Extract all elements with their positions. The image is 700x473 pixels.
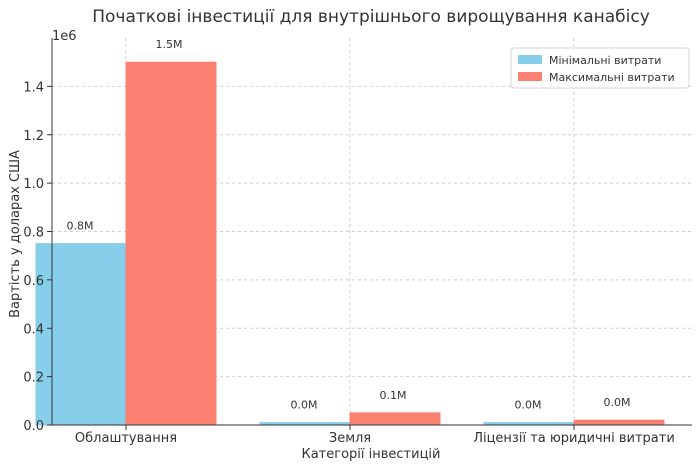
y-axis-label: Вартість у доларах США (8, 150, 23, 318)
y-tick-label: 1.2 (23, 129, 44, 144)
y-tick-label: 0.2 (23, 371, 44, 386)
bar (125, 61, 217, 426)
data-label: 1.5M (156, 38, 183, 51)
y-axis-scale-label: 1e6 (52, 29, 77, 44)
y-axis-ticks: 0.0 0.2 0.4 0.6 0.8 1.0 1.2 1.4 (23, 80, 52, 434)
legend-box (510, 47, 690, 89)
y-tick-label: 0.6 (23, 274, 44, 289)
data-label: 0.1M (380, 389, 407, 402)
x-tick-label: Облаштування (75, 431, 177, 446)
y-tick-label: 0.8 (23, 226, 44, 241)
y-tick-label: 1.0 (23, 177, 44, 192)
legend-swatch (518, 55, 542, 64)
bar (35, 243, 127, 426)
legend-swatch (518, 72, 542, 81)
x-axis-label: Категорії інвестицій (301, 447, 440, 462)
data-labels: 0.8M 0.0M 0.0M 1.5M 0.1M 0.0M (67, 38, 631, 411)
chart-title: Початкові інвестиції для внутрішнього ви… (92, 7, 650, 27)
x-tick-label: Ліцензії та юридичні витрати (473, 431, 675, 446)
y-tick-label: 1.4 (23, 80, 44, 95)
bar (349, 412, 441, 426)
y-tick-label: 0.4 (23, 322, 44, 337)
bars (35, 61, 665, 426)
legend-label: Максимальні витрати (549, 71, 675, 84)
bar (573, 419, 665, 426)
legend-label: Мінімальні витрати (549, 54, 661, 67)
data-label: 0.8M (67, 220, 94, 233)
data-label: 0.0M (291, 399, 318, 412)
legend: Мінімальні витрати Максимальні витрати (510, 47, 690, 89)
data-label: 0.0M (515, 399, 542, 412)
x-tick-label: Земля (329, 431, 371, 446)
y-tick-label: 0.0 (23, 419, 44, 434)
data-label: 0.0M (604, 396, 631, 409)
x-axis-ticks: Облаштування Земля Ліцензії та юридичні ви… (75, 425, 675, 446)
